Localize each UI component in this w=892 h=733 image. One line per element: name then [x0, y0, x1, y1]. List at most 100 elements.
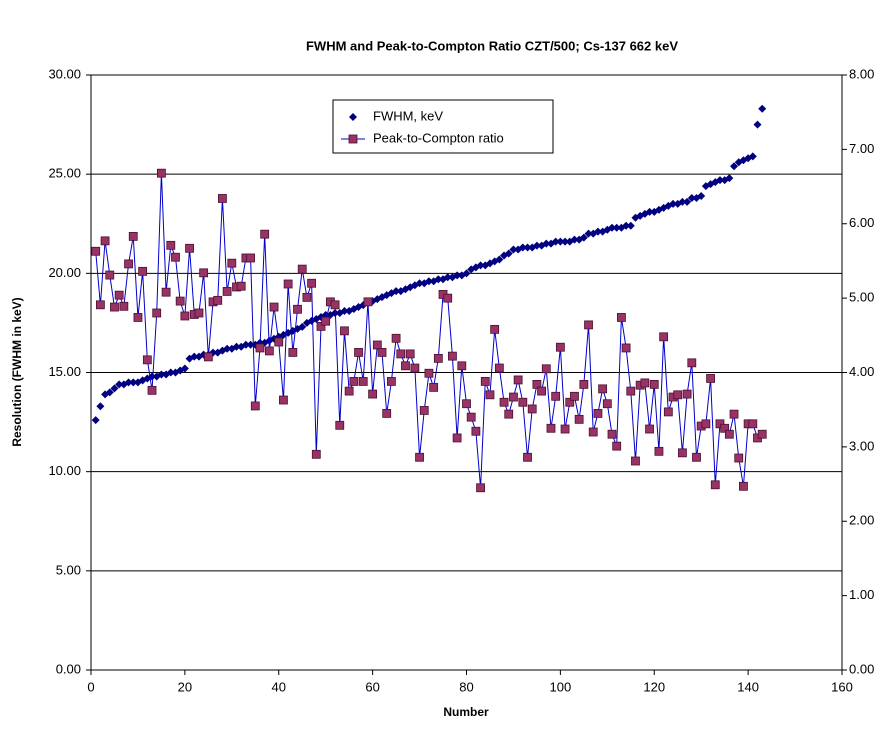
square-marker [368, 389, 378, 399]
y-tick-label: 10.00 [48, 463, 81, 478]
square-marker [424, 368, 434, 378]
y2-tick-label: 4.00 [849, 364, 874, 379]
square-marker [579, 379, 589, 389]
diamond-marker [645, 207, 654, 216]
square-marker [476, 483, 485, 493]
legend-label: FWHM, keV [373, 108, 443, 123]
legend-marker [349, 113, 357, 121]
y2-tick-label: 8.00 [849, 66, 874, 81]
square-marker [396, 349, 406, 359]
diamond-marker [669, 199, 678, 208]
square-marker [537, 386, 546, 396]
square-marker [527, 404, 537, 414]
y-tick-label: 20.00 [48, 265, 81, 280]
square-marker [485, 390, 495, 400]
y2-tick-label: 7.00 [849, 141, 874, 156]
diamond-marker [579, 233, 588, 242]
diamond-marker [476, 261, 485, 270]
x-tick-label: 20 [178, 679, 192, 694]
square-marker [429, 382, 439, 392]
diamond-marker [509, 245, 518, 254]
square-marker [598, 384, 608, 394]
diamond-marker [542, 239, 551, 248]
square-marker [91, 246, 101, 256]
diamond-marker [504, 249, 513, 258]
square-marker [382, 409, 392, 418]
diamond-marker [561, 237, 570, 246]
diamond-marker [730, 162, 739, 171]
square-marker [119, 301, 129, 311]
legend-marker [348, 134, 358, 144]
square-marker [335, 420, 345, 430]
square-marker [706, 374, 715, 383]
square-marker [645, 424, 654, 434]
diamond-marker [626, 221, 635, 230]
diamond-marker [570, 235, 579, 244]
square-marker [673, 390, 683, 400]
square-marker [466, 412, 476, 422]
square-marker [302, 292, 312, 302]
square-marker [358, 377, 368, 386]
diamond-marker [556, 237, 565, 246]
diamond-marker [166, 368, 175, 377]
diamond-marker [124, 378, 133, 387]
square-marker [621, 343, 631, 353]
square-marker [180, 311, 190, 321]
diamond-marker [495, 255, 504, 264]
square-marker [255, 343, 265, 353]
square-marker [626, 386, 636, 396]
square-marker [236, 281, 246, 291]
diamond-marker [96, 402, 105, 411]
diamond-marker [180, 364, 189, 373]
square-marker [649, 379, 659, 389]
square-marker [729, 409, 739, 419]
square-marker [715, 419, 725, 429]
diamond-marker [748, 152, 757, 161]
x-tick-label: 40 [272, 679, 286, 694]
x-tick-label: 80 [459, 679, 473, 694]
square-marker [363, 297, 373, 307]
y2-tick-label: 1.00 [849, 587, 874, 602]
square-marker [584, 320, 593, 330]
square-marker [457, 361, 467, 371]
diamond-marker [608, 223, 617, 232]
diamond-marker [687, 193, 696, 202]
square-marker [161, 287, 171, 297]
square-marker [95, 300, 105, 310]
diamond-marker [110, 384, 119, 393]
square-marker [443, 293, 453, 303]
square-marker [344, 386, 354, 396]
x-tick-label: 0 [87, 679, 94, 694]
diamond-marker [584, 229, 593, 238]
diamond-marker [622, 221, 631, 230]
square-marker [631, 456, 640, 466]
diamond-marker [678, 197, 687, 206]
square-marker [570, 391, 579, 401]
square-marker [264, 346, 274, 356]
square-marker [171, 252, 180, 262]
diamond-marker [105, 388, 114, 397]
square-marker [269, 302, 279, 312]
square-marker [110, 302, 119, 312]
diamond-marker [518, 243, 527, 252]
square-marker [588, 427, 598, 437]
diamond-marker [340, 307, 349, 316]
square-marker [701, 419, 711, 429]
square-marker [203, 352, 213, 362]
square-marker [433, 353, 443, 363]
square-marker [175, 296, 185, 306]
diamond-marker [523, 243, 532, 252]
diamond-marker [453, 271, 462, 280]
x-tick-label: 100 [550, 679, 572, 694]
square-marker [504, 409, 514, 419]
diamond-marker [241, 340, 250, 349]
square-marker [222, 287, 232, 296]
square-marker [260, 229, 270, 239]
diamond-marker [612, 223, 621, 232]
diamond-marker [725, 174, 734, 183]
square-marker [185, 243, 194, 253]
square-marker [283, 279, 293, 289]
x-tick-label: 120 [643, 679, 665, 694]
